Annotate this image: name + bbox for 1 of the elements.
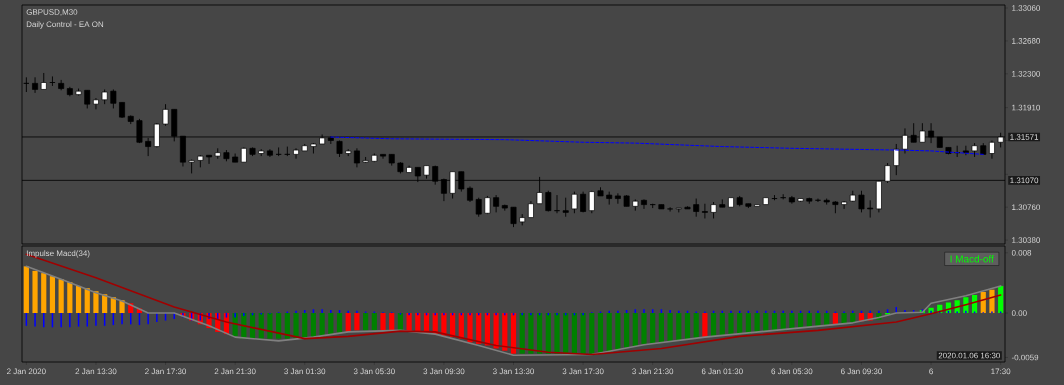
- annotation: I Macd-off: [950, 255, 994, 263]
